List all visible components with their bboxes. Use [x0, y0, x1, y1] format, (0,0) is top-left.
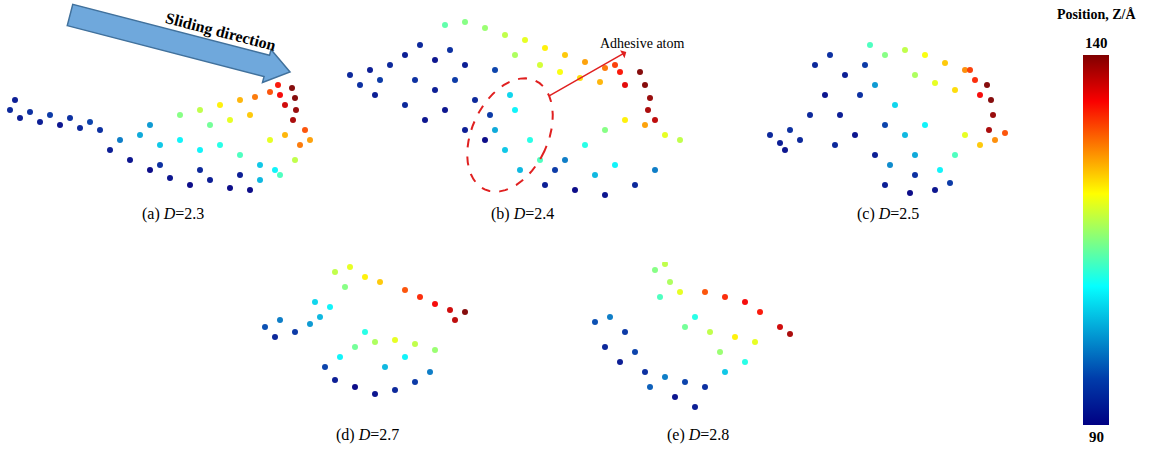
svg-text:(e) D=2.8: (e) D=2.8 — [667, 426, 729, 444]
svg-text:90: 90 — [1089, 429, 1104, 445]
svg-text:Sliding direction: Sliding direction — [164, 9, 278, 55]
svg-text:(a) D=2.3: (a) D=2.3 — [142, 205, 204, 223]
svg-text:Position, Z/Å: Position, Z/Å — [1057, 7, 1136, 22]
svg-text:(d) D=2.7: (d) D=2.7 — [336, 426, 399, 444]
svg-text:(c) D=2.5: (c) D=2.5 — [857, 205, 919, 223]
svg-text:(b) D=2.4: (b) D=2.4 — [491, 205, 554, 223]
svg-text:Adhesive atom: Adhesive atom — [600, 36, 684, 51]
svg-text:140: 140 — [1085, 35, 1108, 51]
